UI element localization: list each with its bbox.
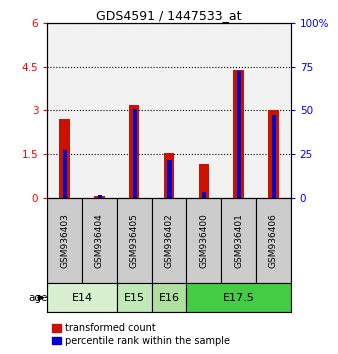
Bar bbox=[82, 198, 117, 283]
Bar bbox=[256, 23, 291, 198]
Bar bbox=[237, 71, 241, 198]
Text: GSM936402: GSM936402 bbox=[165, 213, 173, 268]
Bar bbox=[167, 160, 172, 198]
Bar bbox=[186, 198, 221, 283]
Text: age: age bbox=[28, 293, 47, 303]
Bar bbox=[98, 195, 102, 198]
Text: GSM936406: GSM936406 bbox=[269, 213, 278, 268]
Bar bbox=[268, 110, 279, 198]
Bar bbox=[47, 23, 82, 198]
Bar bbox=[59, 119, 70, 198]
Bar bbox=[129, 104, 140, 198]
Bar bbox=[152, 23, 186, 198]
Bar bbox=[117, 23, 152, 198]
Legend: transformed count, percentile rank within the sample: transformed count, percentile rank withi… bbox=[52, 323, 230, 346]
Bar bbox=[133, 109, 137, 198]
Bar bbox=[117, 283, 152, 312]
Bar bbox=[221, 198, 256, 283]
Bar bbox=[186, 23, 221, 198]
Bar bbox=[186, 283, 291, 312]
Text: GSM936404: GSM936404 bbox=[95, 213, 104, 268]
Text: GSM936400: GSM936400 bbox=[199, 213, 208, 268]
Bar bbox=[47, 283, 117, 312]
Text: GSM936405: GSM936405 bbox=[130, 213, 139, 268]
Bar bbox=[63, 150, 67, 198]
Bar bbox=[233, 70, 244, 198]
Bar bbox=[47, 198, 82, 283]
Bar bbox=[164, 153, 174, 198]
Text: E16: E16 bbox=[159, 293, 179, 303]
Bar bbox=[152, 283, 186, 312]
Bar bbox=[198, 164, 209, 198]
Text: GSM936403: GSM936403 bbox=[60, 213, 69, 268]
Text: E14: E14 bbox=[72, 293, 93, 303]
Bar bbox=[152, 198, 186, 283]
Text: E15: E15 bbox=[124, 293, 145, 303]
Title: GDS4591 / 1447533_at: GDS4591 / 1447533_at bbox=[96, 9, 242, 22]
Bar bbox=[202, 192, 207, 198]
Bar bbox=[82, 23, 117, 198]
Bar bbox=[117, 198, 152, 283]
Text: E17.5: E17.5 bbox=[223, 293, 255, 303]
Bar bbox=[272, 115, 276, 198]
Text: GSM936401: GSM936401 bbox=[234, 213, 243, 268]
Bar bbox=[94, 196, 105, 198]
Bar bbox=[256, 198, 291, 283]
Bar bbox=[221, 23, 256, 198]
